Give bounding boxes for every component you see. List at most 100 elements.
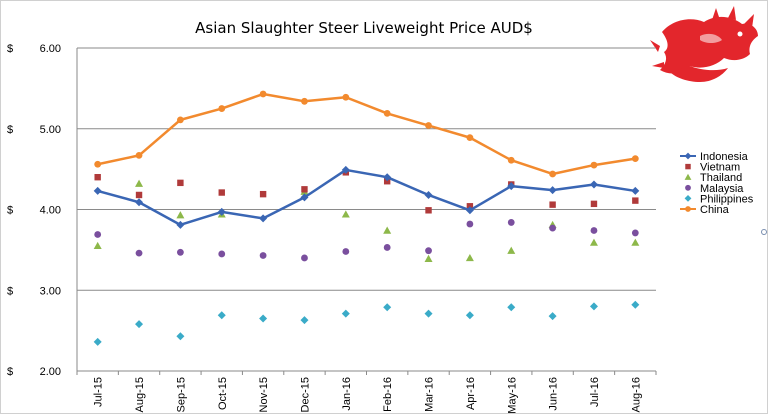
legend-marker-philippines	[684, 195, 692, 202]
data-point-thailand	[589, 238, 598, 246]
data-point-philippines	[176, 332, 185, 341]
data-point-indonesia	[341, 165, 350, 174]
data-point-thailand	[341, 210, 350, 218]
data-point-indonesia	[465, 206, 474, 215]
data-point-malaysia	[590, 227, 598, 234]
data-point-philippines	[631, 300, 640, 309]
data-point-thailand	[424, 254, 433, 262]
data-point-philippines	[383, 303, 392, 312]
data-point-philippines	[424, 309, 433, 318]
series-china	[94, 90, 639, 178]
data-point-thailand	[465, 253, 474, 262]
data-point-indonesia	[259, 214, 268, 223]
data-point-thailand	[93, 241, 102, 250]
data-point-china	[466, 134, 474, 142]
data-point-china	[507, 156, 515, 164]
legend-label-thailand: Thailand	[700, 172, 742, 184]
data-point-philippines	[259, 314, 268, 323]
y-axis-ticks: 2.00 $3.00 $4.00 $5.00 $6.00 $	[7, 43, 61, 378]
data-point-philippines	[217, 311, 226, 320]
data-point-vietnam	[590, 200, 598, 208]
x-tick-label: May-16	[506, 377, 518, 414]
data-point-vietnam	[425, 207, 432, 214]
x-tick-label: Jan-16	[341, 377, 353, 411]
data-point-philippines	[300, 316, 309, 325]
data-point-china	[301, 97, 308, 105]
data-point-vietnam	[549, 201, 556, 208]
data-point-malaysia	[507, 219, 515, 226]
series-indonesia	[93, 165, 640, 229]
y-tick-label: 2.00	[40, 366, 61, 378]
data-point-malaysia	[466, 220, 474, 228]
x-tick-label: Dec-15	[299, 377, 311, 412]
resize-handle-icon[interactable]	[761, 229, 767, 235]
data-point-philippines	[135, 320, 144, 329]
legend-label-philippines: Philippines	[700, 193, 754, 205]
data-point-indonesia	[300, 193, 309, 202]
series-layer	[93, 90, 640, 346]
x-tick-label: Nov-15	[258, 377, 270, 412]
data-point-indonesia	[383, 173, 392, 182]
data-point-philippines	[465, 311, 474, 320]
legend-label-china: China	[700, 204, 730, 216]
x-tick-label: Feb-16	[382, 377, 394, 412]
data-point-indonesia	[93, 186, 102, 195]
data-point-vietnam	[177, 179, 184, 187]
currency-label: $	[7, 285, 13, 297]
data-point-vietnam	[135, 191, 143, 199]
chart-title: Asian Slaughter Steer Liveweight Price A…	[195, 19, 533, 37]
legend-marker-china	[685, 206, 691, 212]
data-point-china	[549, 170, 557, 178]
y-tick-label: 6.00	[40, 43, 61, 55]
data-point-thailand	[135, 179, 144, 187]
x-tick-label: Jul-16	[589, 377, 601, 407]
y-tick-label: 5.00	[40, 124, 61, 136]
currency-label: $	[7, 205, 13, 217]
y-tick-label: 4.00	[40, 205, 61, 217]
data-point-china	[176, 116, 184, 124]
series-line-indonesia	[97, 168, 636, 227]
legend-label-malaysia: Malaysia	[700, 183, 744, 195]
data-point-philippines	[589, 302, 598, 311]
data-point-philippines	[548, 312, 557, 321]
legend-marker-thailand	[684, 173, 692, 180]
data-point-vietnam	[632, 197, 639, 204]
series-philippines	[93, 300, 640, 346]
data-point-vietnam	[218, 189, 225, 196]
data-point-vietnam	[466, 203, 474, 210]
data-point-philippines	[341, 309, 350, 318]
data-point-china	[631, 155, 639, 163]
data-point-vietnam	[383, 178, 391, 185]
data-point-indonesia	[217, 207, 226, 216]
currency-label: $	[7, 124, 13, 136]
dragon-logo-icon	[650, 6, 758, 82]
series-line-china	[97, 92, 636, 176]
data-point-indonesia	[135, 198, 144, 207]
data-point-indonesia	[507, 182, 516, 191]
data-point-indonesia	[548, 186, 557, 195]
data-point-indonesia	[589, 180, 598, 189]
x-axis-ticks: Jul-15 Aug-15 Sep-15 Oct-15 Nov-15 Dec-15 Jan-…	[76, 371, 657, 414]
data-point-china	[94, 160, 102, 168]
data-point-china	[218, 105, 226, 112]
data-point-philippines	[93, 337, 102, 346]
data-point-malaysia	[383, 244, 391, 251]
data-point-malaysia	[218, 250, 226, 258]
data-point-malaysia	[301, 254, 308, 262]
data-point-china	[259, 90, 267, 98]
data-point-china	[342, 93, 350, 101]
y-tick-label: 3.00	[40, 285, 61, 297]
data-point-indonesia	[176, 220, 185, 229]
currency-label: $	[7, 43, 13, 55]
data-point-thailand	[507, 246, 516, 254]
legend-marker-indonesia	[684, 152, 692, 160]
legend: IndonesiaVietnamThailandMalaysiaPhilippi…	[680, 151, 754, 216]
data-point-malaysia	[549, 224, 557, 232]
data-point-malaysia	[631, 229, 639, 237]
data-point-vietnam	[301, 186, 308, 193]
data-point-malaysia	[259, 252, 267, 259]
x-tick-label: Sep-15	[175, 377, 187, 412]
series-vietnam	[94, 169, 639, 214]
